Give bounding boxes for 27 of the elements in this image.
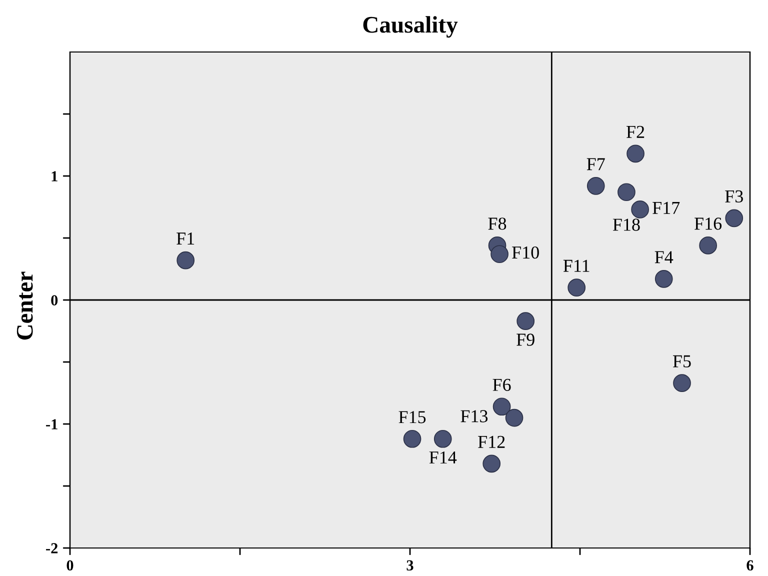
annotation: F9 [516,334,534,346]
annotation: F7 [586,158,605,170]
annotation: F17 [652,202,680,214]
y-tick-label: -2 [46,543,58,554]
y-tick-label: 1 [52,171,58,182]
annotation: F3 [725,190,743,202]
x-tick-label: 0 [66,560,74,571]
annotation: F5 [672,355,691,368]
annotation: F14 [429,451,457,464]
annotation: F16 [694,218,722,230]
annotation: F12 [478,436,505,448]
x-tick-label: 3 [406,560,414,571]
annotation: F1 [176,232,194,244]
annotation: F13 [460,410,488,422]
annotation: F11 [563,260,590,272]
annotation: F18 [612,218,640,231]
annotation: F15 [398,411,426,424]
y-axis-title: Center [16,272,33,340]
y-tick-label: 0 [51,295,58,306]
annotation: F10 [512,246,539,259]
annotation: F6 [492,378,511,391]
y-tick-label: -1 [46,419,58,430]
x-tick-label: 6 [746,560,754,571]
annotation: F2 [626,126,644,138]
annotation: F8 [488,218,506,230]
chart-title: Causality [363,16,458,38]
annotation: F4 [654,251,674,264]
